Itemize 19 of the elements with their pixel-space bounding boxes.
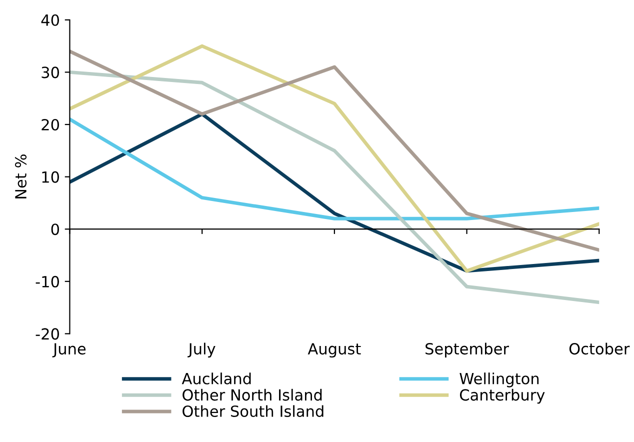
- y-tick-label: 30: [42, 66, 60, 78]
- y-tick-label: -10: [36, 276, 60, 288]
- y-tick-label: 40: [41, 14, 60, 26]
- y-tick-label: 20: [42, 118, 60, 131]
- x-tick-label: October: [569, 342, 630, 355]
- y-tick-label: -20: [36, 328, 60, 340]
- x-tick-label: July: [188, 342, 216, 358]
- x-tick-label: September: [426, 342, 510, 358]
- legend-label: Wellington: [460, 372, 539, 388]
- line-series: [70, 118, 600, 220]
- legend-label: Auckland: [182, 372, 251, 384]
- y-axis-title: Net %: [14, 154, 27, 198]
- legend-label: Other South Island: [182, 405, 324, 418]
- legend-label: Other North Island: [182, 388, 322, 401]
- legend-label: Canterbury: [460, 388, 545, 404]
- x-tick-label: June: [52, 343, 86, 358]
- y-tick-label: 0: [51, 224, 60, 236]
- x-tick-label: August: [308, 343, 361, 358]
- y-tick-label: 10: [42, 171, 60, 183]
